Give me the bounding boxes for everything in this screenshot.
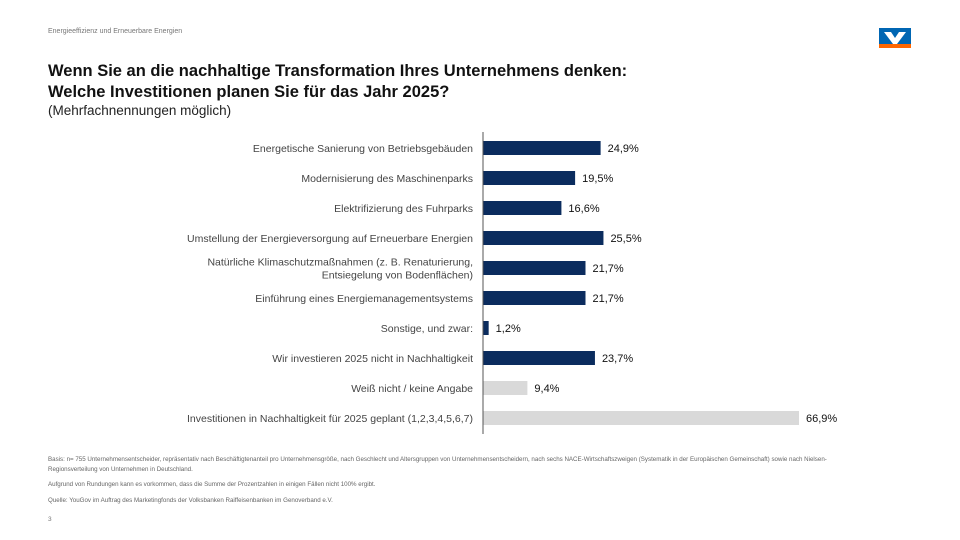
category-label-3: Umstellung der Energieversorgung auf Ern… — [187, 233, 473, 245]
value-label-5: 21,7% — [592, 293, 623, 305]
bar-2 — [483, 201, 562, 215]
value-label-0: 24,9% — [608, 143, 639, 155]
category-label-4: Natürliche Klimaschutzmaßnahmen (z. B. R… — [207, 257, 473, 282]
value-label-4: 21,7% — [592, 263, 623, 275]
category-label-0: Energetische Sanierung von Betriebsgebäu… — [253, 143, 473, 155]
bar-0 — [483, 141, 601, 155]
page-subtitle: (Mehrfachnennungen möglich) — [48, 103, 232, 118]
value-label-3: 25,5% — [610, 233, 641, 245]
category-label-2: Elektrifizierung des Fuhrparks — [334, 203, 473, 215]
category-label-5: Einführung eines Energiemanagementsystem… — [255, 293, 473, 305]
category-label-6: Sonstige, und zwar: — [381, 323, 473, 335]
value-label-9: 66,9% — [806, 413, 837, 425]
value-label-1: 19,5% — [582, 173, 613, 185]
title-line-2: Welche Investitionen planen Sie für das … — [48, 83, 450, 101]
value-label-8: 9,4% — [534, 383, 559, 395]
title-line-1: Wenn Sie an die nachhaltige Transformati… — [48, 62, 628, 80]
bar-1 — [483, 171, 576, 185]
bar-9 — [483, 411, 799, 425]
value-label-2: 16,6% — [568, 203, 599, 215]
bar-4 — [483, 261, 586, 275]
value-label-6: 1,2% — [496, 323, 521, 335]
bar-7 — [483, 351, 595, 365]
category-label-7: Wir investieren 2025 nicht in Nachhaltig… — [272, 353, 473, 365]
footnote-rounding: Aufgrund von Rundungen kann es vorkommen… — [48, 481, 376, 488]
bar-3 — [483, 231, 604, 245]
category-label-9: Investitionen in Nachhaltigkeit für 2025… — [187, 413, 473, 425]
page-title: Wenn Sie an die nachhaltige Transformati… — [48, 61, 808, 103]
page-number: 3 — [48, 516, 52, 523]
header-label: Energieeffizienz und Erneuerbare Energie… — [48, 28, 183, 35]
footnote-basis: Basis: n= 755 Unternehmensentscheider, r… — [48, 456, 827, 473]
bar-8 — [483, 381, 528, 395]
logo-icon — [879, 28, 911, 48]
bar-6 — [483, 321, 489, 335]
value-label-7: 23,7% — [602, 353, 633, 365]
category-label-1: Modernisierung des Maschinenparks — [301, 173, 473, 185]
footnotes: Basis: n= 755 Unternehmensentscheider, r… — [48, 455, 828, 511]
footnote-source: Quelle: YouGov im Auftrag des Marketingf… — [48, 496, 333, 504]
category-label-8: Weiß nicht / keine Angabe — [351, 383, 473, 395]
bar-5 — [483, 291, 586, 305]
